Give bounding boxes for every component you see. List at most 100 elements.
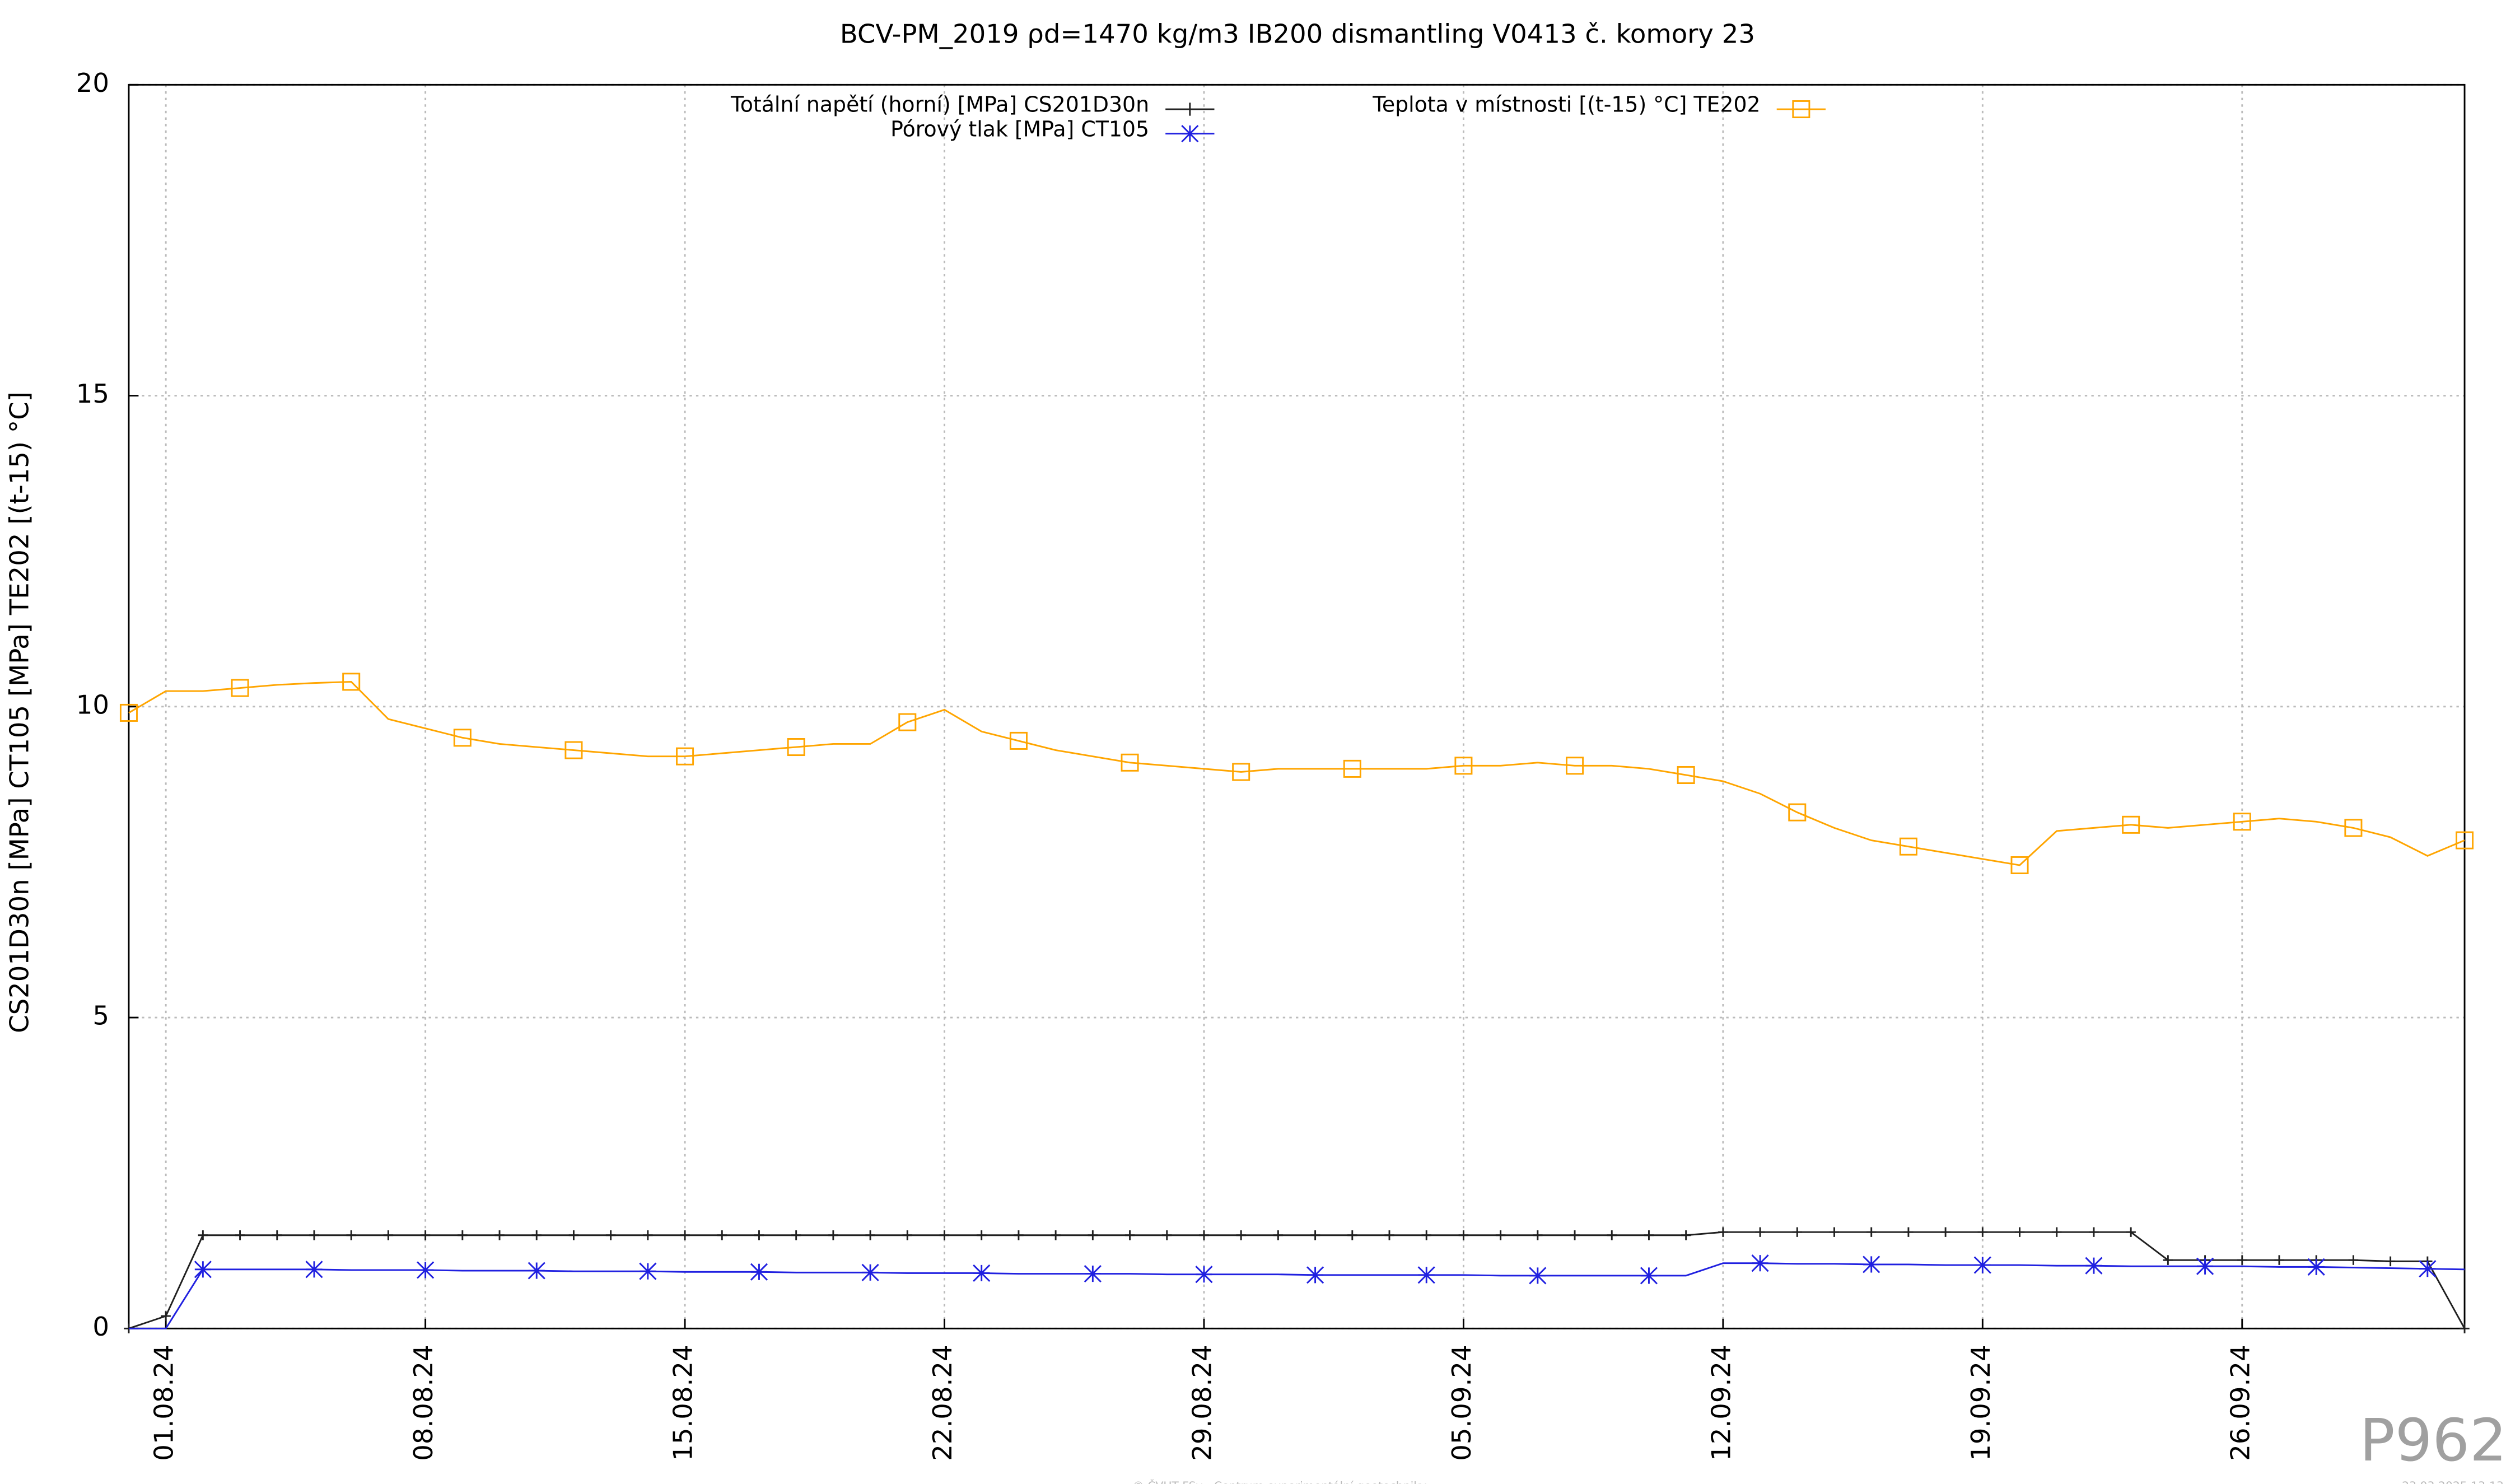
marker [1788, 803, 1807, 822]
marker-shape [1084, 1265, 1102, 1283]
marker-shape [1421, 1230, 1431, 1240]
marker-shape [2237, 1255, 2247, 1265]
marker-shape [676, 747, 694, 766]
marker-shape [1899, 837, 1917, 856]
marker [2126, 1227, 2136, 1237]
marker-shape [1570, 1230, 1580, 1240]
marker [1051, 1230, 1061, 1240]
marker [1417, 1266, 1435, 1284]
marker [1529, 1267, 1547, 1285]
marker [1644, 1230, 1654, 1240]
marker-shape [383, 1230, 394, 1240]
marker [161, 1311, 171, 1321]
marker-shape [2307, 1258, 2325, 1276]
marker [1903, 1227, 1914, 1237]
marker [787, 738, 805, 757]
marker-shape [1458, 1230, 1469, 1240]
marker-shape [2419, 1260, 2437, 1278]
marker-shape [1454, 757, 1473, 775]
marker [2348, 1255, 2359, 1265]
marker-shape [754, 1230, 764, 1240]
marker-shape [1124, 1230, 1135, 1240]
marker [564, 741, 583, 759]
marker-shape [531, 1230, 542, 1240]
marker [2274, 1255, 2284, 1265]
marker-shape [750, 1263, 768, 1281]
marker [2163, 1255, 2173, 1265]
marker [1681, 1230, 1691, 1240]
marker [2122, 815, 2140, 834]
marker-shape [1940, 1227, 1950, 1237]
x-tick-label: 12.09.24 [1706, 1345, 1736, 1460]
marker [973, 1264, 991, 1282]
marker-shape [865, 1230, 875, 1240]
marker [1421, 1230, 1431, 1240]
plot-frame [128, 83, 2466, 1329]
marker [1232, 763, 1250, 781]
marker [198, 1230, 208, 1240]
marker-shape [1347, 1230, 1357, 1240]
marker-shape [2196, 1257, 2214, 1275]
marker [976, 1230, 987, 1240]
marker-shape [2348, 1255, 2359, 1265]
marker [342, 673, 361, 691]
marker-shape [1236, 1230, 1246, 1240]
marker [1570, 1230, 1580, 1240]
marker [417, 1261, 435, 1279]
marker [2344, 819, 2363, 837]
watermark: P962 [2360, 1406, 2507, 1474]
marker-shape [1417, 1266, 1435, 1284]
marker [494, 1230, 505, 1240]
marker [1088, 1230, 1098, 1240]
marker-shape [231, 679, 249, 697]
marker [754, 1230, 764, 1240]
y-axis-label: CS201D30n [MPa] CT105 [MPa] TE202 [(t-15… [4, 391, 34, 1033]
marker-shape [1384, 1230, 1394, 1240]
marker-shape [1195, 1266, 1213, 1284]
marker [828, 1230, 838, 1240]
marker [1310, 1230, 1320, 1240]
marker [420, 1230, 431, 1240]
footer: © ČVUT FSv - Centrum experimentální geot… [1132, 1479, 1426, 1484]
x-tick-label: 29.08.24 [1187, 1345, 1217, 1460]
marker [231, 679, 249, 697]
marker [1792, 1227, 1803, 1237]
marker [1973, 1256, 1991, 1274]
y-tick-label: 5 [92, 1001, 109, 1031]
marker-shape [198, 1230, 208, 1240]
marker-shape [2089, 1227, 2099, 1237]
marker-shape [309, 1230, 319, 1240]
marker [1495, 1230, 1506, 1240]
x-tick-label: 22.08.24 [927, 1345, 958, 1460]
marker-shape [1755, 1227, 1765, 1237]
marker-shape [2163, 1255, 2173, 1265]
marker-shape [605, 1230, 616, 1240]
marker-shape [1162, 1230, 1172, 1240]
marker [861, 1263, 879, 1281]
marker-shape [1718, 1227, 1728, 1237]
marker-shape [1973, 1256, 1991, 1274]
marker [383, 1230, 394, 1240]
marker [1899, 837, 1917, 856]
marker-shape [717, 1230, 727, 1240]
legend-label: Pórový tlak [MPa] CT105 [890, 116, 1149, 141]
x-tick-label: 08.08.24 [408, 1345, 438, 1460]
marker [1866, 1227, 1877, 1237]
marker [194, 1261, 212, 1278]
timestamp: 23.03.2025 13:13 [2402, 1480, 2504, 1484]
marker-shape [861, 1263, 879, 1281]
marker [680, 1230, 690, 1240]
marker-shape [1607, 1230, 1617, 1240]
marker [1829, 1227, 1840, 1237]
marker [865, 1230, 875, 1240]
marker [1162, 1230, 1172, 1240]
marker [1718, 1227, 1728, 1237]
marker-shape [898, 713, 917, 731]
y-tick-label: 15 [76, 379, 109, 409]
marker [528, 1262, 545, 1280]
marker [2010, 856, 2029, 875]
marker [1195, 1266, 1213, 1284]
legend-marker [1792, 100, 1810, 119]
marker-shape [528, 1262, 545, 1280]
marker [305, 1261, 323, 1278]
